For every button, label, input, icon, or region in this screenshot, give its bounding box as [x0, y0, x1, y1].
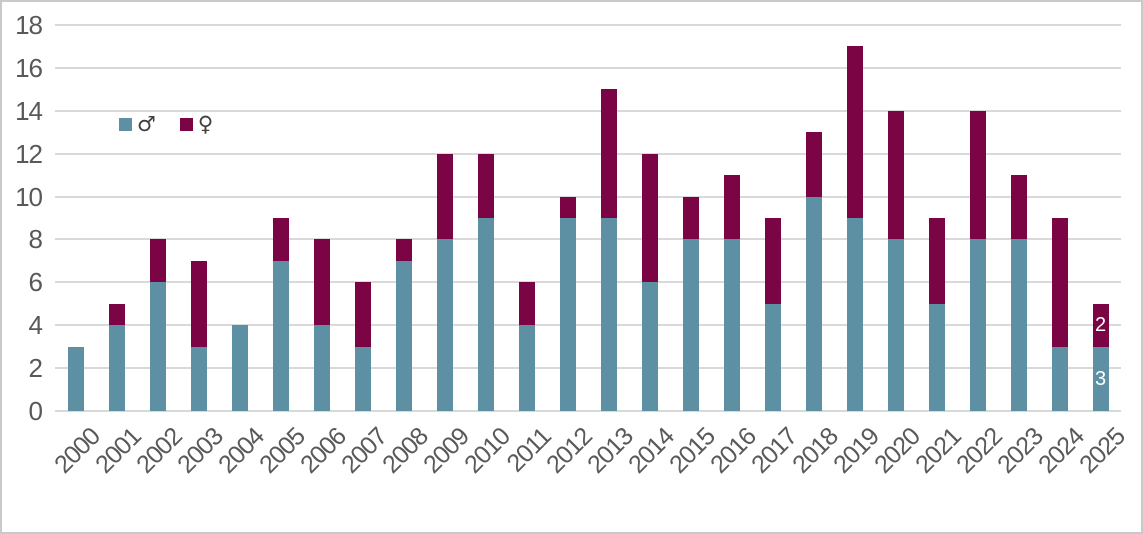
bar-segment-male-2009	[436, 239, 453, 411]
y-tick-label-12: 12	[15, 138, 43, 169]
data-label-female-2025: 2	[1094, 314, 1107, 337]
bar-segment-male-2013	[600, 218, 617, 411]
bar-segment-female-2012	[559, 196, 576, 218]
bar-segment-female-2019	[846, 46, 863, 218]
bar-segment-male-2010	[477, 218, 494, 411]
bar-segment-male-2016	[723, 239, 740, 411]
female-series-swatch	[179, 118, 193, 131]
bar-segment-male-2007	[354, 346, 371, 411]
y-tick-label-10: 10	[15, 181, 43, 212]
bar-segment-male-2023	[1010, 239, 1027, 411]
bar-segment-female-2010	[477, 153, 494, 218]
bar-segment-female-2013	[600, 89, 617, 218]
bar-segment-male-2014	[641, 282, 658, 411]
bar-segment-female-2008	[395, 239, 412, 261]
gridline-6	[55, 281, 1121, 284]
gridline-4	[55, 324, 1121, 327]
bar-segment-female-2015	[682, 196, 699, 240]
bar-segment-female-2006	[313, 239, 330, 326]
gridline-12	[55, 152, 1121, 155]
male-symbol-icon: ♂	[137, 112, 156, 136]
bar-segment-male-2022	[969, 239, 986, 411]
bar-segment-male-2001	[108, 325, 125, 411]
y-tick-label-2: 2	[28, 353, 43, 384]
gridline-0	[55, 410, 1121, 412]
bar-segment-male-2004	[231, 325, 248, 411]
y-tick-label-0: 0	[28, 396, 43, 426]
bar-segment-male-2015	[682, 239, 699, 411]
bar-segment-female-2009	[436, 153, 453, 240]
bar-segment-female-2005	[272, 218, 289, 261]
bar-segment-male-2020	[887, 239, 904, 411]
legend-item-female: ♀	[179, 112, 214, 136]
y-tick-label-14: 14	[15, 95, 43, 126]
bar-segment-male-2019	[846, 218, 863, 411]
bar-segment-female-2007	[354, 282, 371, 347]
bar-segment-male-2011	[518, 325, 535, 411]
bar-segment-male-2018	[805, 196, 822, 411]
bar-segment-female-2003	[190, 260, 207, 347]
y-tick-label-4: 4	[28, 310, 43, 341]
y-tick-label-6: 6	[28, 267, 43, 298]
bar-segment-female-2016	[723, 175, 740, 240]
legend: ♂ ♀	[119, 114, 213, 135]
gridline-8	[55, 238, 1121, 241]
bar-segment-male-2002	[149, 282, 166, 411]
y-tick-label-8: 8	[28, 224, 43, 255]
gridline-14	[55, 109, 1121, 112]
bar-segment-male-2008	[395, 260, 412, 411]
bar-segment-female-2022	[969, 110, 986, 240]
bar-segment-male-2024	[1051, 346, 1068, 411]
gridline-16	[55, 66, 1121, 69]
female-symbol-icon: ♀	[197, 112, 214, 136]
bar-segment-male-2003	[190, 346, 207, 411]
bar-segment-male-2005	[272, 260, 289, 411]
male-series-swatch	[119, 118, 132, 131]
gridline-10	[55, 195, 1121, 198]
bar-segment-female-2023	[1010, 175, 1027, 240]
data-label-male-2025: 3	[1094, 367, 1107, 390]
bar-segment-female-2020	[887, 110, 904, 240]
gridline-2	[55, 367, 1121, 370]
bar-segment-female-2017	[764, 218, 781, 304]
legend-item-male: ♂	[119, 114, 156, 135]
bar-segment-male-2006	[313, 325, 330, 411]
bar-segment-male-2021	[928, 303, 945, 411]
bar-segment-female-2002	[149, 239, 166, 283]
bar-segment-male-2012	[559, 218, 576, 411]
bar-segment-female-2018	[805, 132, 822, 197]
y-tick-label-16: 16	[15, 52, 43, 83]
bar-segment-female-2011	[518, 282, 535, 326]
bar-segment-male-2000	[67, 346, 84, 411]
bar-segment-male-2025	[1092, 346, 1109, 411]
bar-segment-male-2017	[764, 303, 781, 411]
y-tick-label-18: 18	[15, 10, 43, 40]
bar-segment-female-2021	[928, 218, 945, 304]
bar-segment-female-2001	[108, 303, 125, 326]
bar-segment-female-2025	[1092, 303, 1109, 347]
bar-segment-female-2024	[1051, 218, 1068, 347]
bar-segment-female-2014	[641, 153, 658, 283]
gridline-18	[55, 24, 1121, 26]
